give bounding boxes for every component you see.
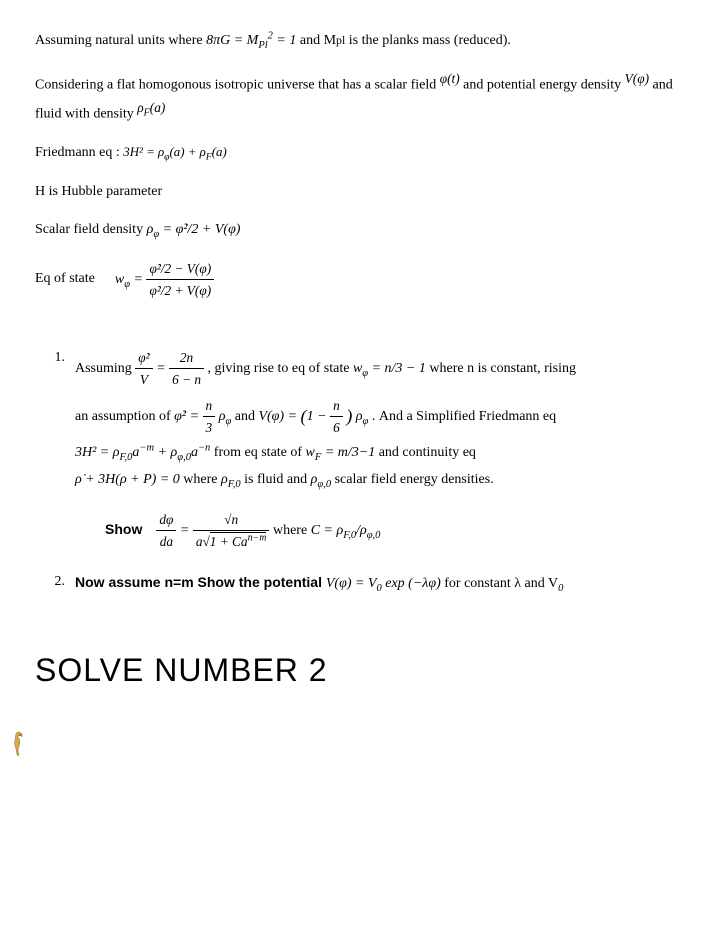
formula: V(φ) = ((1 − 1 − n6 ) ρφ	[258, 409, 371, 424]
text: . And a Simplified Friedmann eq	[372, 409, 556, 424]
rho-f0: ρF,0	[221, 472, 241, 487]
text: scalar field energy densities.	[335, 472, 494, 487]
list-number: 2.	[35, 571, 65, 593]
seahorse-icon	[8, 730, 28, 766]
text: and continuity eq	[379, 445, 476, 460]
show-block: Show dφ da = √n a√1 + Can−m where C = ρF…	[105, 509, 685, 553]
text: Eq of state	[35, 268, 95, 290]
w-phi: wφ = n/3 − 1	[353, 361, 426, 376]
text: Considering a flat homogonous isotropic …	[35, 78, 440, 93]
text: , giving rise to eq of state	[208, 361, 353, 376]
text: and	[235, 409, 259, 424]
rho-phi0: ρφ,0	[311, 472, 331, 487]
formula: 8πG = MPl2 = 1	[206, 33, 296, 48]
list-number: 1.	[35, 347, 65, 369]
text: Now assume n=m Show the potential	[75, 574, 326, 590]
paragraph-universe: Considering a flat homogonous isotropic …	[35, 68, 685, 126]
show-label: Show	[105, 521, 142, 537]
fraction: φ̇²/2 − V(φ) φ̇²/2 + V(φ)	[146, 258, 214, 302]
line-2: an assumption of φ̇² = n3 ρφ and V(φ) = …	[75, 395, 685, 439]
eq-state-formula: wφ = φ̇²/2 − V(φ) φ̇²/2 + V(φ)	[115, 258, 214, 302]
text: Scalar field density	[35, 222, 147, 237]
text: where	[183, 472, 221, 487]
friedmann-eq: 3H² = ρφ(a) + ρF(a)	[123, 145, 227, 159]
text: where n is constant, rising	[429, 361, 576, 376]
line-3: 3H² = ρF,0a−m + ρφ,0a−n from eq state of…	[75, 442, 685, 464]
rho-f: ρF(a)	[137, 100, 165, 115]
fraction: φ̇² V	[135, 347, 152, 391]
continuity-eq: ρ̇ + 3H(ρ + P) = 0	[75, 472, 180, 487]
text: Assuming natural units where	[35, 33, 206, 48]
text: where	[273, 523, 311, 538]
paragraph-natural-units: Assuming natural units where 8πG = MPl2 …	[35, 30, 685, 52]
phi-t: φ(t)	[440, 71, 460, 86]
formula: 3H² = ρF,0a−m + ρφ,0a−n	[75, 445, 214, 460]
text: Friedmann eq :	[35, 145, 123, 160]
line-4: ρ̇ + 3H(ρ + P) = 0 where ρF,0 is fluid a…	[75, 469, 685, 491]
paragraph-friedmann: Friedmann eq : 3H² = ρφ(a) + ρF(a)	[35, 142, 685, 164]
text: is fluid and	[244, 472, 311, 487]
paragraph-hubble: H is Hubble parameter	[35, 181, 685, 203]
list-item-2: 2. Now assume n=m Show the potential V(φ…	[75, 571, 685, 595]
text: is the planks mass (reduced).	[349, 33, 511, 48]
formula: φ̇² = n3 ρφ	[174, 409, 235, 424]
paragraph-eq-state: Eq of state wφ = φ̇²/2 − V(φ) φ̇²/2 + V(…	[35, 258, 685, 302]
c-def: C = ρF,0/ρφ,0	[311, 523, 381, 538]
fraction: 2n 6 − n	[169, 347, 204, 391]
symbol-mpl: Mpl	[324, 33, 346, 48]
v-phi: V(φ)	[625, 71, 649, 86]
rho-phi-eq: ρφ = φ̇²/2 + V(φ)	[147, 222, 241, 237]
potential-formula: V(φ) = V0 exp (−λφ)	[326, 576, 444, 591]
text: from eq state of	[214, 445, 306, 460]
text: an assumption of	[75, 409, 174, 424]
list-item-1: 1. Assuming φ̇² V = 2n 6 − n , giving ri…	[75, 347, 685, 491]
text: Assuming	[75, 361, 135, 376]
text: H is Hubble parameter	[35, 184, 162, 199]
fraction-dphi-da: dφ da	[156, 509, 176, 553]
text: and potential energy density	[463, 78, 624, 93]
text: and	[300, 33, 324, 48]
wf: wF = m/3−1	[306, 445, 376, 460]
text: for constant λ and V	[444, 576, 558, 591]
paragraph-scalar-density: Scalar field density ρφ = φ̇²/2 + V(φ)	[35, 219, 685, 241]
solve-heading: SOLVE NUMBER 2	[35, 645, 685, 696]
fraction-result: √n a√1 + Can−m	[193, 509, 270, 553]
